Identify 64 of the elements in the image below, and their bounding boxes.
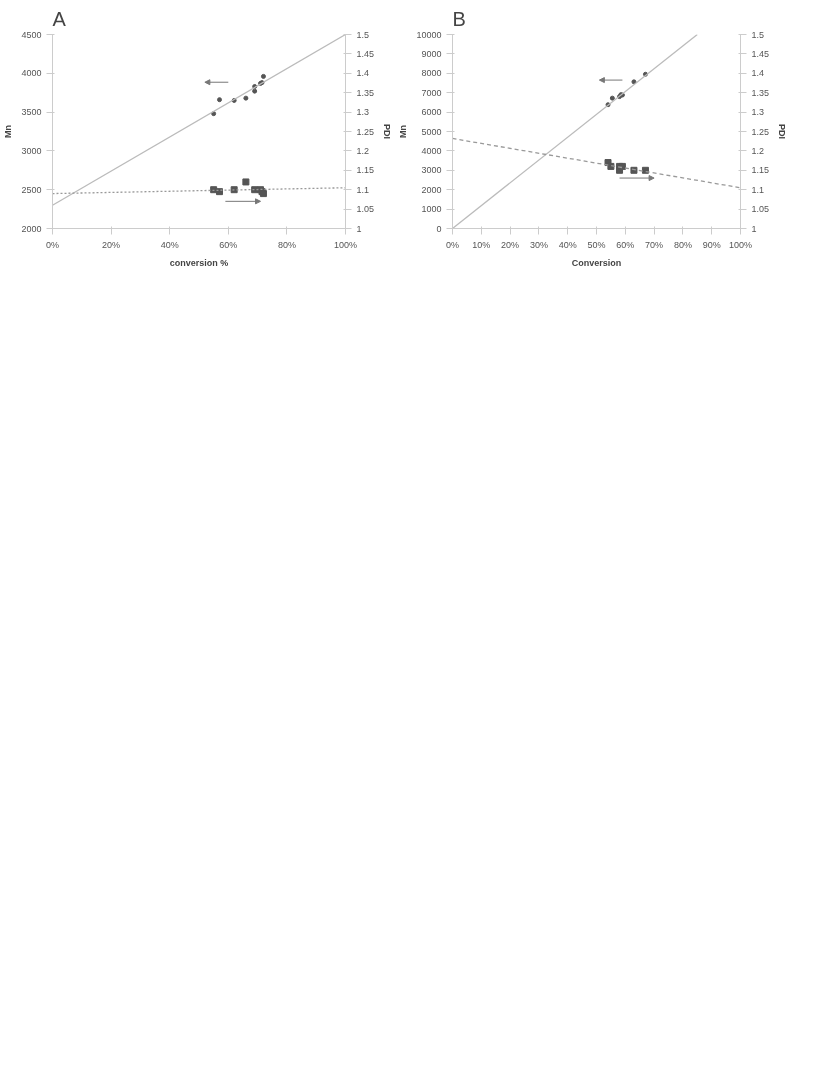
- y-tick-label: 8000: [421, 68, 442, 79]
- y2-tick-label: 1.35: [751, 87, 770, 98]
- x-tick-label: 30%: [529, 239, 548, 250]
- y2-tick-label: 1.1: [356, 184, 370, 195]
- x-tick-label: 10%: [472, 239, 491, 250]
- x-tick-label: 20%: [501, 239, 520, 250]
- y2-tick-label: 1.2: [356, 145, 370, 156]
- y-tick-label: 4000: [21, 68, 42, 79]
- y-tick-label: 9000: [421, 48, 442, 59]
- y-tick-label: 6000: [421, 107, 442, 118]
- y-tick-label: 3500: [21, 107, 42, 118]
- chart-title: B: [452, 7, 466, 30]
- y2-tick-label: 1.05: [356, 204, 375, 215]
- y2-tick-label: 1.5: [356, 29, 370, 40]
- y-tick-label: 2500: [21, 184, 42, 195]
- y2-tick-label: 1.4: [751, 68, 765, 79]
- y2-tick-label: 1.1: [751, 184, 765, 195]
- y-tick-label: 4000: [421, 145, 442, 156]
- y2-tick-label: 1.3: [356, 107, 370, 118]
- y-tick-label: 5000: [421, 126, 442, 137]
- y-tick-label: 7000: [421, 87, 442, 98]
- x-tick-label: 40%: [160, 239, 179, 250]
- y2-tick-label: 1.25: [356, 126, 375, 137]
- x-tick-label: 40%: [558, 239, 577, 250]
- y2-tick-label: 1.5: [751, 29, 765, 40]
- x-tick-label: 0%: [46, 239, 60, 250]
- x-tick-label: 70%: [645, 239, 664, 250]
- x-tick-label: 90%: [702, 239, 721, 250]
- y2-tick-label: 1.25: [751, 126, 770, 137]
- y-tick-label: 0: [436, 223, 442, 234]
- y2-tick-label: 1.2: [751, 145, 765, 156]
- chart-title: A: [52, 7, 67, 30]
- y2-tick-label: 1.45: [751, 48, 770, 59]
- y2-axis-title: PDI: [382, 124, 393, 140]
- y-tick-label: 10000: [416, 29, 442, 40]
- y-tick-label: 2000: [21, 223, 42, 234]
- y2-axis-title: PDI: [777, 124, 788, 140]
- y-tick-label: 3000: [421, 165, 442, 176]
- x-tick-label: 50%: [587, 239, 606, 250]
- x-tick-label: 60%: [616, 239, 635, 250]
- x-axis-title: Conversion: [571, 257, 622, 268]
- y-tick-label: 1000: [421, 204, 442, 215]
- y2-tick-label: 1.15: [356, 165, 375, 176]
- y2-tick-label: 1.15: [751, 165, 770, 176]
- y2-tick-label: 1.35: [356, 87, 375, 98]
- x-tick-label: 100%: [333, 239, 358, 250]
- y2-tick-label: 1.45: [356, 48, 375, 59]
- x-tick-label: 60%: [219, 239, 238, 250]
- y-tick-label: 2000: [421, 184, 442, 195]
- y-tick-label: 4500: [21, 29, 42, 40]
- x-tick-label: 80%: [673, 239, 692, 250]
- x-tick-label: 0%: [446, 239, 460, 250]
- y2-tick-label: 1: [751, 223, 757, 234]
- y2-tick-label: 1.4: [356, 68, 370, 79]
- y2-tick-label: 1: [356, 223, 362, 234]
- x-axis-title: conversion %: [169, 257, 229, 268]
- x-tick-label: 80%: [277, 239, 296, 250]
- y2-tick-label: 1.05: [751, 204, 770, 215]
- x-tick-label: 20%: [102, 239, 121, 250]
- x-tick-label: 100%: [728, 239, 753, 250]
- y2-tick-label: 1.3: [751, 107, 765, 118]
- y-axis-title: Mn: [3, 125, 14, 138]
- y-tick-label: 3000: [21, 145, 42, 156]
- y-axis-title: Mn: [398, 125, 409, 138]
